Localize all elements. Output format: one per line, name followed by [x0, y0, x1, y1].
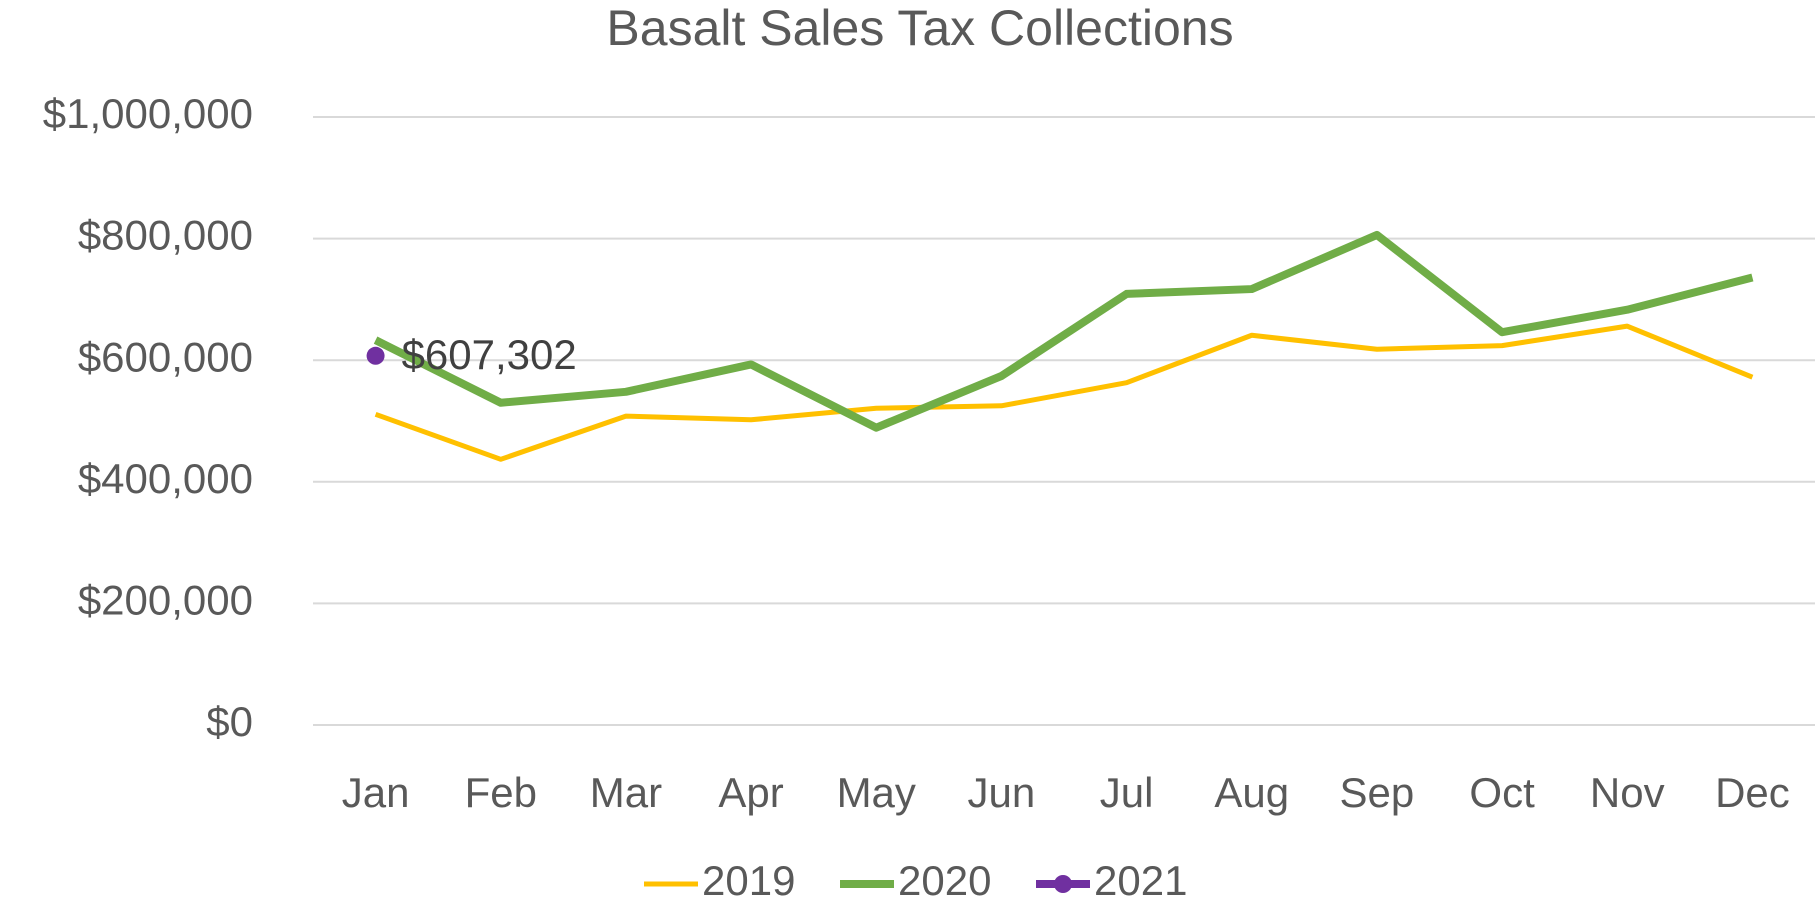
y-tick-label: $200,000 — [78, 576, 253, 623]
x-tick-label: Oct — [1469, 769, 1535, 816]
point-marker — [366, 346, 385, 365]
y-tick-label: $1,000,000 — [43, 90, 253, 137]
x-tick-label: May — [837, 769, 916, 816]
x-tick-label: Jan — [342, 769, 410, 816]
x-tick-label: Sep — [1340, 769, 1415, 816]
x-tick-label: Dec — [1715, 769, 1790, 816]
x-tick-label: Mar — [590, 769, 662, 816]
series-line — [373, 230, 1754, 432]
chart-title: Basalt Sales Tax Collections — [606, 0, 1233, 56]
y-tick-label: $600,000 — [78, 333, 253, 380]
y-tick-label: $800,000 — [78, 212, 253, 259]
legend-marker — [1054, 875, 1072, 893]
x-tick-label: Jul — [1100, 769, 1154, 816]
x-tick-label: Apr — [718, 769, 783, 816]
series-line — [374, 323, 1754, 462]
x-tick-label: Aug — [1214, 769, 1289, 816]
legend-label: 2021 — [1094, 857, 1187, 904]
x-tick-label: Feb — [465, 769, 537, 816]
legend-label: 2020 — [898, 857, 991, 904]
x-tick-label: Jun — [968, 769, 1036, 816]
data-label: $607,302 — [402, 331, 577, 378]
y-tick-label: $400,000 — [78, 455, 253, 502]
legend-label: 2019 — [702, 857, 795, 904]
y-tick-label: $0 — [206, 698, 253, 745]
x-tick-label: Nov — [1590, 769, 1665, 816]
